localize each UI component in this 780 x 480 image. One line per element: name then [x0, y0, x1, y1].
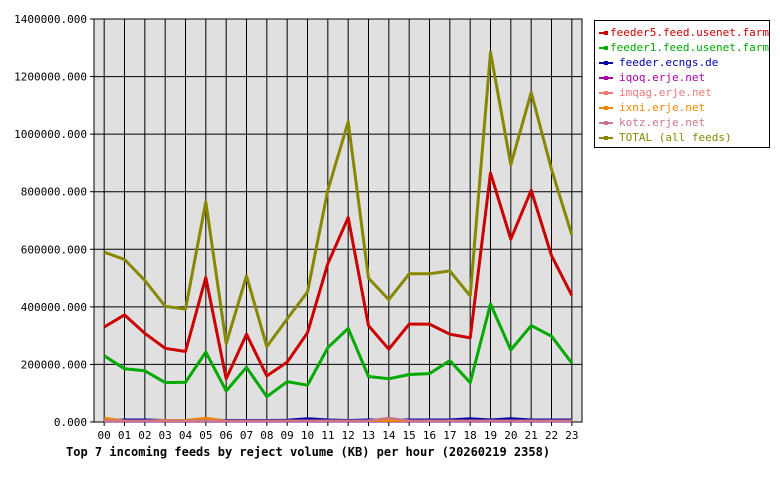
x-tick-label: 13: [362, 429, 375, 442]
legend-label: ixni.erje.net: [619, 101, 706, 114]
legend-item: iqoq.erje.net: [597, 70, 769, 85]
x-axis-tick-labels: 00 01 02 03 04 05 06 07 08 09 10 11 12 13 14 15 16 17 18 19…: [98, 422, 578, 442]
legend-swatch: [599, 90, 613, 95]
y-tick-label: 0.000: [54, 416, 87, 429]
x-tick-label: 18: [464, 429, 477, 442]
legend-item: kotz.erje.net: [597, 115, 769, 130]
y-tick-label: 200000.000: [21, 358, 87, 371]
x-tick-label: 05: [199, 429, 212, 442]
series-line-0: [103, 171, 574, 381]
x-tick-label: 14: [382, 429, 396, 442]
legend-item: ixni.erje.net: [597, 100, 769, 115]
x-tick-label: 09: [281, 429, 294, 442]
chart-title: Top 7 incoming feeds by reject volume (K…: [66, 445, 551, 459]
legend-swatch: [599, 135, 613, 140]
legend-item: feeder5.feed.usenet.farm: [597, 25, 769, 40]
legend-swatch: [599, 60, 613, 65]
x-tick-label: 01: [118, 429, 131, 442]
x-tick-label: 12: [342, 429, 355, 442]
legend-swatch: [599, 75, 613, 80]
legend-label: kotz.erje.net: [619, 116, 706, 129]
y-tick-label: 1400000.000: [14, 13, 87, 26]
x-tick-label: 19: [484, 429, 497, 442]
legend-swatch: [599, 120, 613, 125]
legend-label: TOTAL (all feeds): [619, 131, 732, 144]
x-tick-label: 21: [525, 429, 538, 442]
legend-label: imqag.erje.net: [619, 86, 712, 99]
legend-label: feeder1.feed.usenet.farm: [610, 41, 769, 54]
legend-item: imqag.erje.net: [597, 85, 769, 100]
x-tick-label: 10: [301, 429, 314, 442]
x-tick-label: 08: [260, 429, 273, 442]
legend-item: TOTAL (all feeds): [597, 130, 769, 145]
series-line-7: [103, 50, 574, 349]
x-tick-label: 20: [504, 429, 517, 442]
x-tick-label: 16: [423, 429, 436, 442]
legend-swatch: [599, 30, 609, 35]
x-tick-label: 03: [159, 429, 172, 442]
legend-label: feeder.ecngs.de: [619, 56, 719, 69]
y-tick-label: 800000.000: [21, 186, 87, 199]
y-tick-label: 600000.000: [21, 243, 87, 256]
x-tick-label: 04: [179, 429, 193, 442]
y-tick-label: 1200000.000: [14, 71, 87, 84]
x-tick-label: 22: [545, 429, 558, 442]
legend-swatch: [599, 105, 613, 110]
x-tick-label: 00: [98, 429, 111, 442]
y-tick-label: 1000000.000: [14, 128, 87, 141]
y-tick-label: 400000.000: [21, 301, 87, 314]
x-tick-label: 23: [565, 429, 578, 442]
legend-label: feeder5.feed.usenet.farm: [610, 26, 769, 39]
series-lines: [103, 50, 574, 423]
x-tick-label: 07: [240, 429, 253, 442]
x-tick-label: 02: [138, 429, 151, 442]
legend-label: iqoq.erje.net: [619, 71, 706, 84]
y-axis-tick-labels: 0.000 200000.000 400000.000 600000.000 80000…: [14, 13, 94, 429]
legend-item: feeder1.feed.usenet.farm: [597, 40, 769, 55]
plot-area: [93, 18, 583, 423]
series-line-6: [104, 416, 572, 423]
legend-swatch: [599, 45, 609, 50]
x-tick-label: 17: [443, 429, 456, 442]
x-tick-label: 15: [403, 429, 416, 442]
x-tick-label: 06: [220, 429, 233, 442]
series-line-1: [103, 302, 573, 399]
x-tick-label: 11: [321, 429, 334, 442]
legend-item: feeder.ecngs.de: [597, 55, 769, 70]
legend: feeder5.feed.usenet.farm feeder1.feed.use…: [594, 20, 770, 148]
